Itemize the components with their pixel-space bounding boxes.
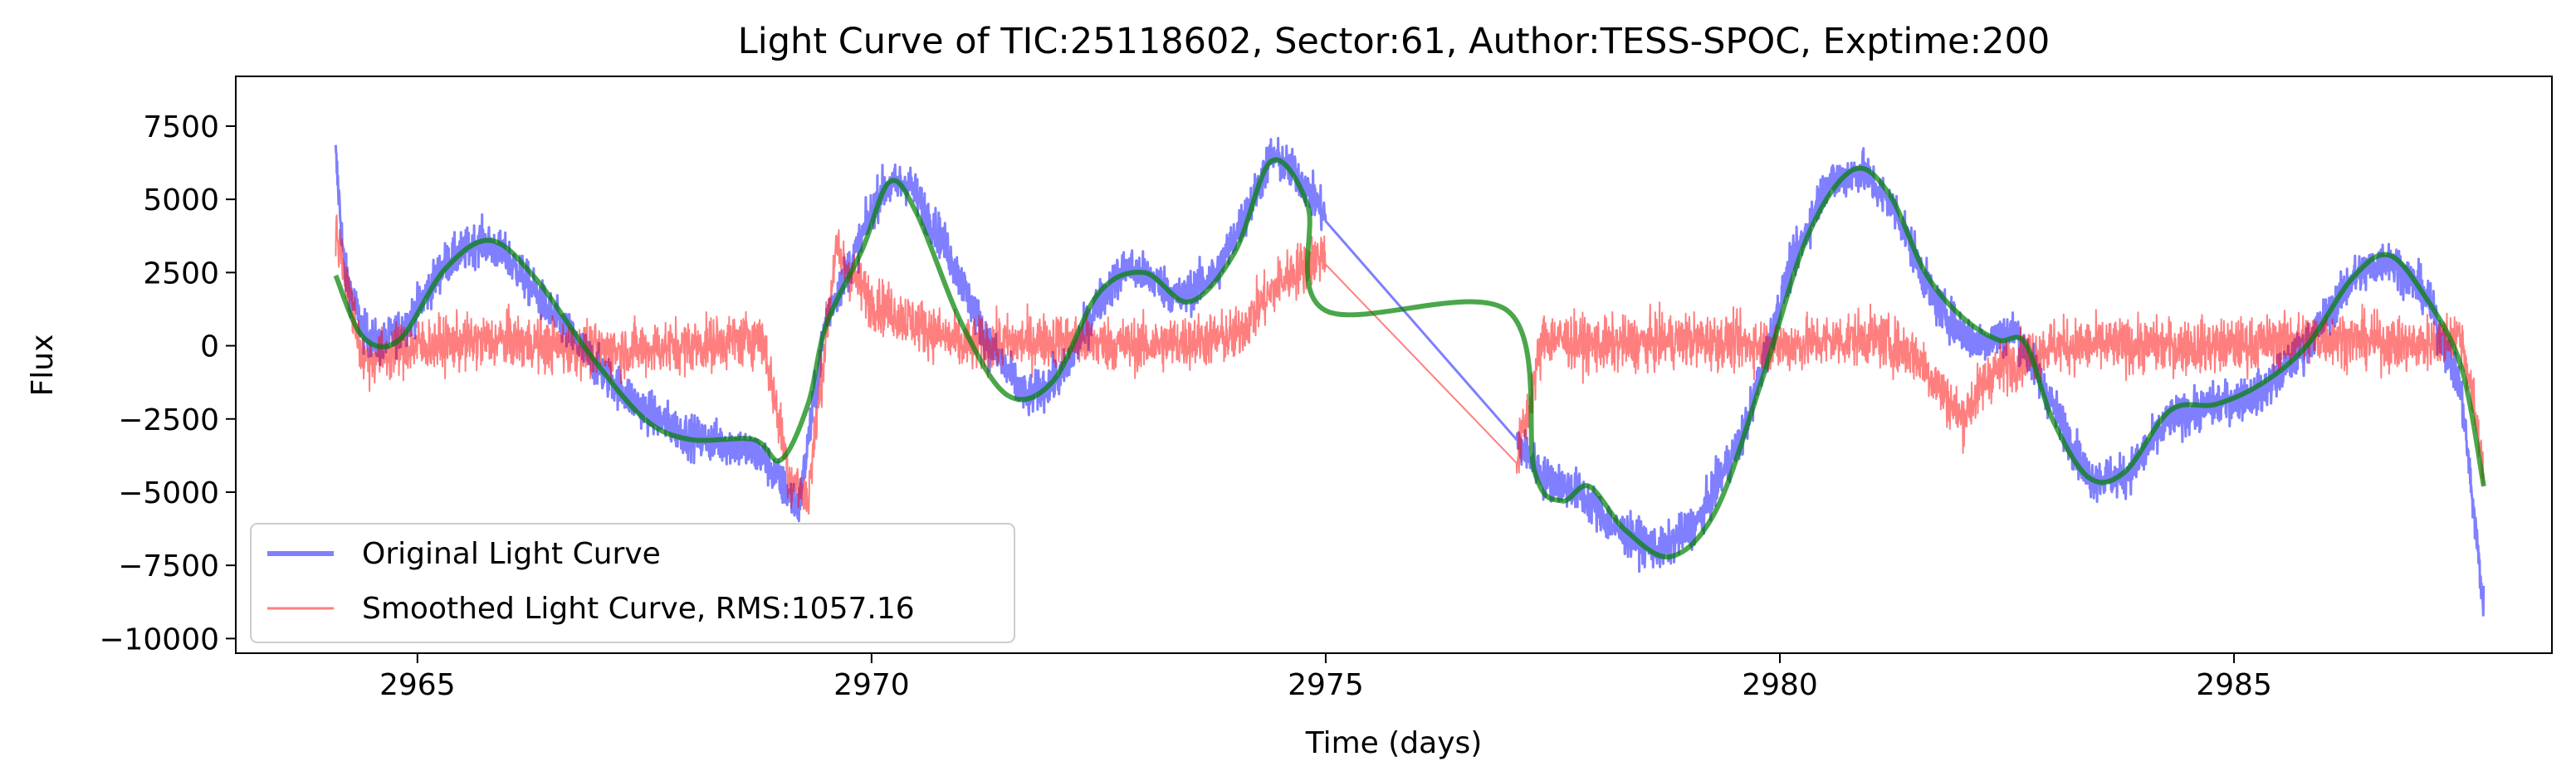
y-tick-label: 0 <box>200 330 219 364</box>
x-tick-label: 2970 <box>833 668 910 702</box>
legend-box <box>250 523 1015 643</box>
series-smooth-fit <box>333 157 2486 560</box>
x-tick-label: 2980 <box>1742 668 1818 702</box>
ticks-layer: 2965 2970 2975 2980 2985 −10000 −7500 −5000 −250… <box>99 110 2272 702</box>
legend-label-smoothed: Smoothed Light Curve, RMS:1057.16 <box>362 592 915 626</box>
y-tick-label: −10000 <box>99 622 219 657</box>
y-tick-label: −5000 <box>118 476 219 510</box>
series-original-light-curve <box>334 136 2486 617</box>
legend: Original Light Curve Smoothed Light Curv… <box>250 523 1015 643</box>
chart-title: Light Curve of TIC:25118602, Sector:61, … <box>738 21 2050 62</box>
series-smoothed-light-curve <box>335 214 2485 515</box>
x-axis-label: Time (days) <box>1305 726 1483 760</box>
x-tick-label: 2975 <box>1288 668 1364 702</box>
y-tick-label: −7500 <box>118 549 219 583</box>
series-layer <box>333 136 2486 617</box>
plot-frame <box>235 76 2553 654</box>
legend-label-original: Original Light Curve <box>362 537 661 571</box>
y-tick-label: 7500 <box>143 110 219 144</box>
y-tick-label: 5000 <box>143 183 219 217</box>
x-tick-label: 2985 <box>2196 668 2272 702</box>
y-tick-label: −2500 <box>118 403 219 437</box>
y-axis-label: Flux <box>26 334 60 397</box>
x-tick-label: 2965 <box>379 668 456 702</box>
y-tick-label: 2500 <box>143 256 219 290</box>
